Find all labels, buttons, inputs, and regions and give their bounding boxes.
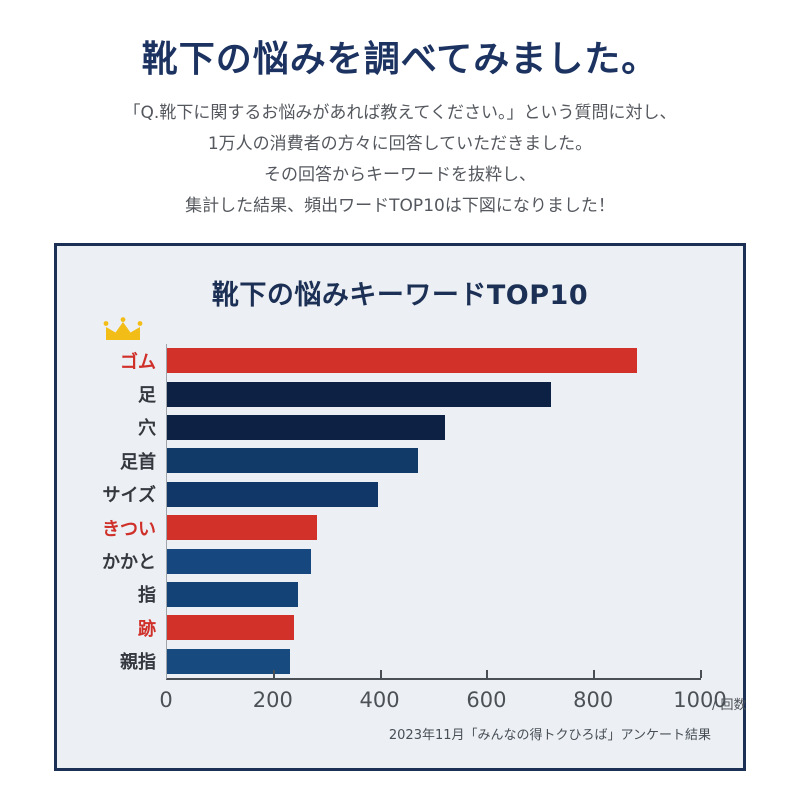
bar-3 [167, 414, 445, 440]
intro-line: 1万人の消費者の方々に回答していただきました。 [207, 134, 593, 154]
bar-label-9: 跡 [138, 618, 156, 640]
bar-row-9 [167, 611, 701, 644]
x-axis-unit-label: / 回数 [712, 697, 747, 713]
x-tick-mark-400 [379, 669, 382, 678]
page-title: 靴下の悩みを調べてみました。 [141, 39, 659, 80]
bar-label-2: 足 [138, 385, 156, 407]
intro-text: 「Q.靴下に関するお悩みがあれば教えてください。」という質問に対し、 1万人の消… [0, 98, 800, 222]
bar-chart: ゴム足穴足首サイズきついかかと指跡親指 [77, 317, 723, 680]
bar-label-4: 足首 [120, 451, 156, 473]
x-tick-label-0: 0 [159, 687, 173, 712]
bar-label-6: きつい [102, 518, 156, 540]
x-tick-mark-200 [272, 669, 275, 678]
intro-line: 「Q.靴下に関するお悩みがあれば教えてください。」という質問に対し、 [123, 103, 677, 123]
bar-label-3: 穴 [138, 418, 156, 440]
crown-icon [103, 317, 143, 340]
bar-row-1 [167, 344, 701, 377]
x-tick-label-800: 800 [573, 687, 614, 712]
x-tick-mark-600 [486, 669, 489, 678]
x-tick-label-1000: 1000 [673, 687, 727, 712]
bar-row-7 [167, 544, 701, 577]
bar-row-8 [167, 578, 701, 611]
bar-label-8: 指 [138, 585, 156, 607]
bar-4 [167, 448, 418, 474]
chart-title: 靴下の悩みキーワードTOP10 [211, 280, 589, 311]
bar-10 [167, 648, 290, 674]
bar-row-5 [167, 478, 701, 511]
intro-line: その回答からキーワードを抜粋し、 [264, 165, 536, 185]
bar-6 [167, 515, 317, 541]
bar-label-1: ゴム [120, 351, 156, 373]
intro-line: 集計した結果、頻出ワードTOP10は下図になりました！ [185, 196, 615, 216]
bar-label-7: かかと [102, 552, 156, 574]
source-note: 2023年11月「みんなの得トクひろば」アンケート結果 [388, 727, 711, 743]
bar-7 [167, 548, 312, 574]
x-tick-label-600: 600 [466, 687, 507, 712]
bar-5 [167, 481, 378, 507]
x-tick-label-400: 400 [359, 687, 400, 712]
bar-9 [167, 615, 295, 641]
bar-2 [167, 381, 552, 407]
bar-row-10 [167, 645, 701, 678]
bar-label-5: サイズ [102, 485, 156, 507]
bar-row-4 [167, 444, 701, 477]
bar-row-3 [167, 411, 701, 444]
chart-panel: 靴下の悩みキーワードTOP10 ゴム足穴足首サイズきついかかと指跡親指 0 200… [54, 243, 747, 771]
bar-row-2 [167, 377, 701, 410]
x-tick-mark-800 [593, 669, 596, 678]
x-axis-labels: 0 200 400 600 800 1000/ 回数 [159, 680, 746, 714]
x-tick-mark-1000 [700, 669, 702, 678]
category-labels: ゴム足穴足首サイズきついかかと指跡親指 [77, 344, 166, 680]
bar-label-10: 親指 [120, 652, 156, 674]
bar-8 [167, 581, 298, 607]
bar-1 [167, 348, 637, 374]
x-tick-label-200: 200 [252, 687, 293, 712]
plot-area [166, 344, 702, 680]
bar-row-6 [167, 511, 701, 544]
